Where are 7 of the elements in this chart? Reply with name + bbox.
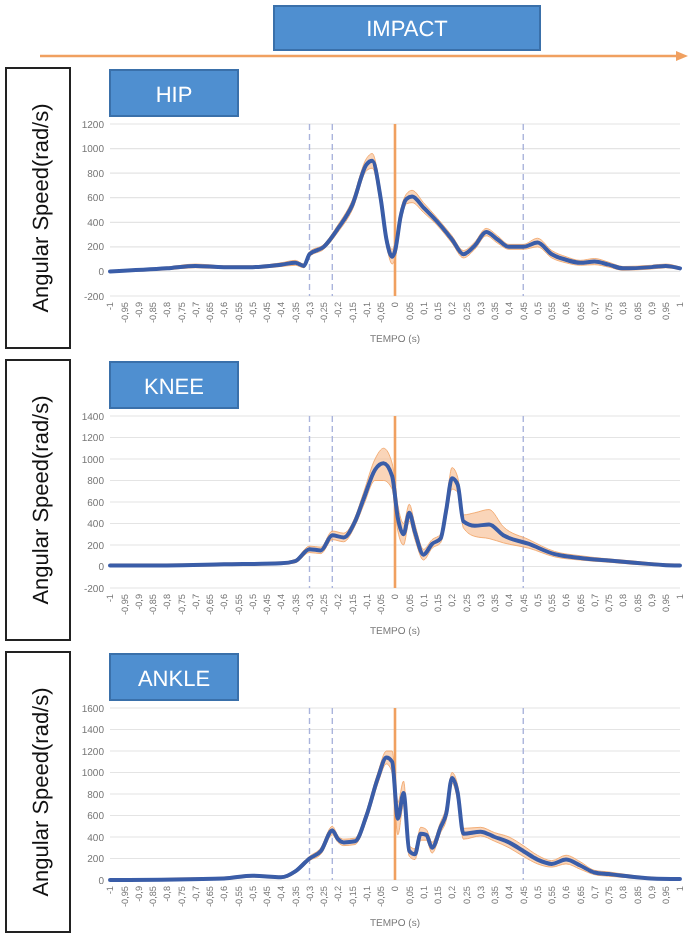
- y-axis-title: Angular Speed(rad/s): [30, 395, 54, 605]
- y-axis-title: Angular Speed(rad/s): [30, 687, 54, 897]
- chart-title: HIP: [155, 84, 193, 108]
- text: IMPACT: [366, 18, 449, 42]
- chart-title: ANKLE: [137, 668, 211, 692]
- chart-title: KNEE: [144, 376, 204, 400]
- y-axis-title: Angular Speed(rad/s): [30, 103, 54, 313]
